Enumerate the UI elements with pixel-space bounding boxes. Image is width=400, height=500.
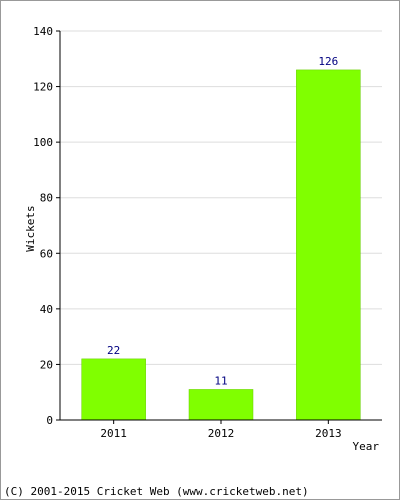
x-tick-label: 2011	[100, 427, 127, 440]
bar	[296, 69, 361, 421]
bars	[81, 69, 361, 421]
y-tick-label: 140	[33, 25, 53, 38]
y-tick-label: 100	[33, 136, 53, 149]
x-axis-title: Year	[353, 440, 380, 453]
bar-value-label: 126	[318, 55, 338, 68]
axes	[56, 30, 382, 424]
x-tick-label: 2013	[315, 427, 342, 440]
y-tick-label: 0	[46, 414, 53, 427]
y-axis-title: Wickets	[24, 205, 37, 251]
y-tick-label: 120	[33, 81, 53, 94]
bar	[188, 389, 254, 421]
y-tick-label: 80	[40, 192, 53, 205]
bar-value-label: 11	[214, 374, 227, 387]
y-tick-label: 60	[40, 247, 53, 260]
y-tick-label: 20	[40, 358, 53, 371]
labels: 0 20 40 60 80 100 120 140 22 2011 11 2012 126 2013	[33, 25, 341, 440]
y-tick-label: 40	[40, 303, 53, 316]
bar	[81, 358, 146, 421]
copyright-text: (C) 2001-2015 Cricket Web (www.cricketwe…	[4, 485, 309, 498]
bar-value-label: 22	[107, 344, 120, 357]
x-tick-label: 2012	[208, 427, 235, 440]
